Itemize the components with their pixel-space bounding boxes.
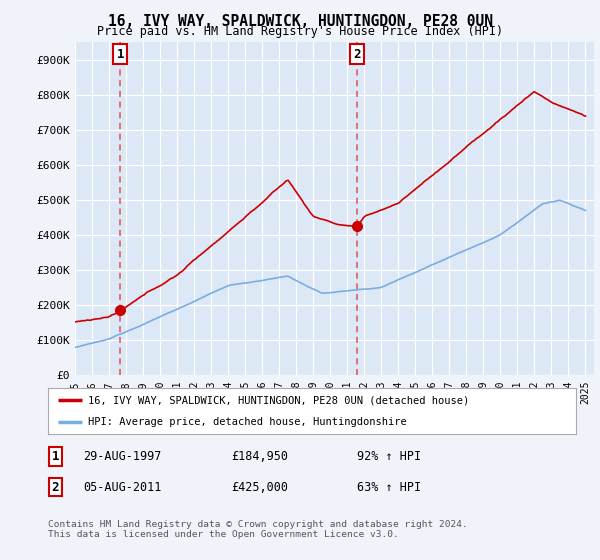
Text: 2: 2 <box>353 48 361 60</box>
Text: HPI: Average price, detached house, Huntingdonshire: HPI: Average price, detached house, Hunt… <box>88 417 406 427</box>
Text: 16, IVY WAY, SPALDWICK, HUNTINGDON, PE28 0UN (detached house): 16, IVY WAY, SPALDWICK, HUNTINGDON, PE28… <box>88 395 469 405</box>
Text: £184,950: £184,950 <box>231 450 288 463</box>
Text: 1: 1 <box>52 450 59 463</box>
Text: Price paid vs. HM Land Registry's House Price Index (HPI): Price paid vs. HM Land Registry's House … <box>97 25 503 38</box>
Text: 29-AUG-1997: 29-AUG-1997 <box>83 450 161 463</box>
Text: 1: 1 <box>116 48 124 60</box>
Text: 63% ↑ HPI: 63% ↑ HPI <box>357 480 421 494</box>
Text: 2: 2 <box>52 480 59 494</box>
Text: Contains HM Land Registry data © Crown copyright and database right 2024.
This d: Contains HM Land Registry data © Crown c… <box>48 520 468 539</box>
Text: 16, IVY WAY, SPALDWICK, HUNTINGDON, PE28 0UN: 16, IVY WAY, SPALDWICK, HUNTINGDON, PE28… <box>107 14 493 29</box>
Text: £425,000: £425,000 <box>231 480 288 494</box>
Text: 05-AUG-2011: 05-AUG-2011 <box>83 480 161 494</box>
Text: 92% ↑ HPI: 92% ↑ HPI <box>357 450 421 463</box>
